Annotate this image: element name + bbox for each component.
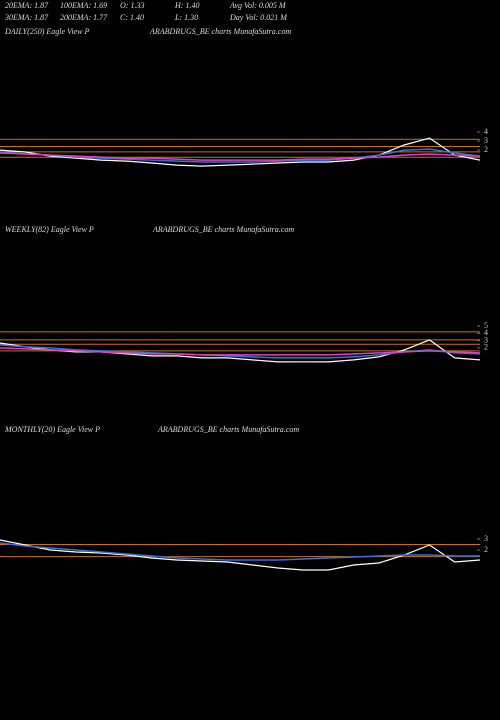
y-tick-label: 3	[484, 136, 488, 145]
y-tick-label: 4	[484, 328, 488, 337]
stat-text: H: 1.40	[174, 1, 199, 10]
stat-text: 20EMA: 1.87	[5, 1, 49, 10]
series-line	[0, 152, 481, 161]
panel-title: DAILY(250) Eagle View P	[4, 27, 89, 36]
panel-title: MONTHLY(20) Eagle View P	[4, 425, 100, 434]
y-tick-label: 5	[484, 321, 488, 330]
y-tick-label: 2	[484, 545, 488, 554]
stat-text: 200EMA: 1.77	[60, 13, 108, 22]
stat-text: Day Vol: 0.021 M	[229, 13, 288, 22]
panel-subtitle: ARABDRUGS_BE charts MunafaSutra.com	[157, 425, 299, 434]
stat-text: 100EMA: 1.69	[60, 1, 107, 10]
series-line	[0, 347, 481, 356]
y-tick-label: 2	[484, 343, 488, 352]
series-line	[0, 539, 481, 571]
series-line	[0, 137, 481, 167]
y-tick-label: 2	[484, 145, 488, 154]
panel-subtitle: ARABDRUGS_BE charts MunafaSutra.com	[149, 27, 291, 36]
series-line	[0, 542, 480, 561]
stat-text: L: 1.30	[174, 13, 198, 22]
panel-title: WEEKLY(82) Eagle View P	[5, 225, 94, 234]
series-line	[0, 339, 481, 363]
y-tick-label: 3	[484, 335, 488, 344]
stat-text: C: 1.40	[120, 13, 144, 22]
y-tick-label: 3	[484, 534, 488, 543]
series-line	[0, 148, 481, 163]
y-tick-label: 4	[484, 127, 488, 136]
stat-text: Avg Vol: 0.005 M	[229, 1, 287, 10]
stat-text: 30EMA: 1.87	[4, 13, 49, 22]
stat-text: O: 1.33	[120, 1, 144, 10]
panel-subtitle: ARABDRUGS_BE charts MunafaSutra.com	[152, 225, 294, 234]
